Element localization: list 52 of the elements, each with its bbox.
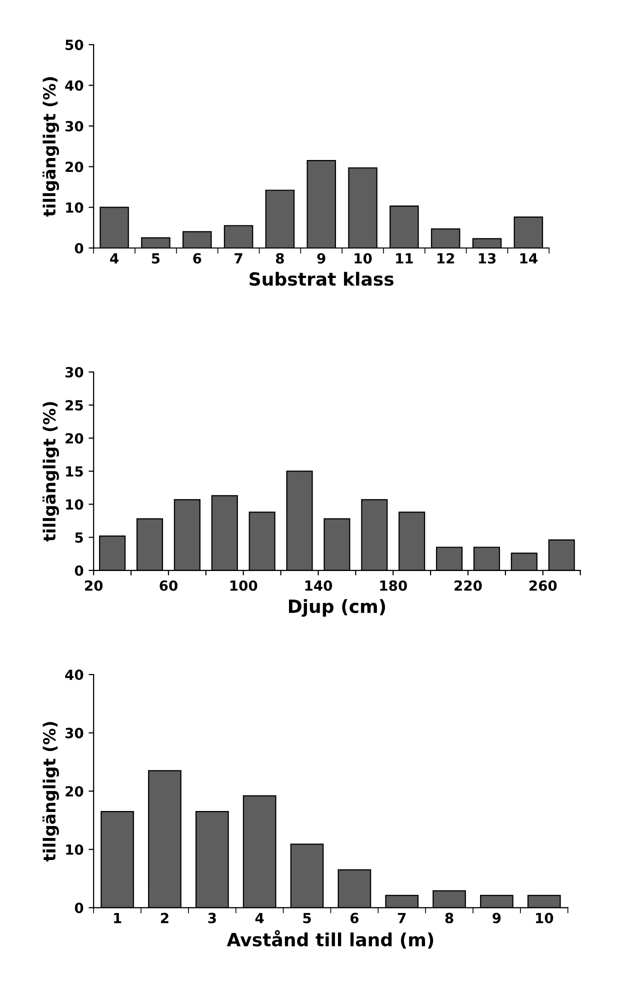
y-tick-label: 0: [74, 242, 84, 254]
x-tick-label: 3: [208, 912, 216, 924]
x-tick-label: 60: [160, 580, 178, 591]
x-tick-label: 4: [255, 912, 264, 924]
y-tick-label: 20: [66, 786, 84, 797]
x-tick-label: 2: [161, 912, 168, 924]
y-tick-label: 20: [66, 433, 84, 444]
x-tick-label: 13: [478, 253, 496, 264]
y-tick-label: 30: [65, 728, 84, 738]
y-axis-title: tillgängligt (%): [42, 402, 59, 542]
x-axis-title: Djup (cm): [288, 599, 386, 617]
y-tick-label: 0: [74, 565, 84, 576]
y-tick-label: 30: [65, 366, 84, 378]
y-tick-label: 10: [66, 499, 84, 510]
y-tick-label: 40: [65, 80, 84, 91]
y-tick-label: 5: [75, 532, 83, 543]
y-tick-label: 40: [65, 670, 84, 680]
y-tick-label: 20: [66, 162, 84, 172]
y-tick-label: 0: [74, 902, 84, 914]
x-tick-label: 180: [380, 580, 407, 591]
x-tick-label: 220: [454, 580, 482, 591]
y-tick-label: 10: [66, 202, 84, 213]
x-tick-label: 1: [114, 912, 122, 924]
y-tick-label: 15: [66, 466, 83, 477]
x-tick-label: 5: [152, 253, 160, 264]
x-tick-label: 9: [317, 253, 326, 264]
x-tick-label: 10: [536, 912, 554, 924]
x-tick-label: 11: [396, 253, 413, 264]
y-tick-label: 50: [66, 40, 84, 50]
x-tick-label: 20: [85, 580, 103, 591]
y-tick-label: 25: [66, 400, 83, 411]
x-tick-label: 5: [303, 912, 311, 924]
y-tick-label: 10: [66, 844, 84, 855]
x-tick-label: 6: [193, 253, 202, 264]
x-tick-label: 8: [445, 912, 454, 924]
x-tick-label: 100: [230, 580, 258, 591]
x-axis-title: Avstånd till land (m): [226, 930, 434, 949]
y-axis-title: tillgängligt (%): [42, 77, 59, 217]
x-tick-label: 6: [350, 912, 359, 924]
x-tick-label: 10: [354, 253, 372, 264]
x-tick-label: 4: [110, 253, 118, 264]
x-tick-label: 260: [529, 580, 557, 591]
x-tick-label: 14: [520, 253, 538, 264]
y-tick-label: 30: [65, 120, 84, 132]
y-axis-title: tillgängligt (%): [42, 722, 59, 862]
x-tick-label: 12: [437, 253, 454, 264]
x-tick-label: 7: [398, 912, 406, 924]
x-axis-title: Substrat klass: [250, 272, 394, 286]
x-tick-label: 7: [234, 253, 242, 264]
x-tick-label: 140: [305, 580, 332, 591]
x-tick-label: 8: [276, 253, 284, 264]
x-tick-label: 9: [492, 912, 501, 924]
